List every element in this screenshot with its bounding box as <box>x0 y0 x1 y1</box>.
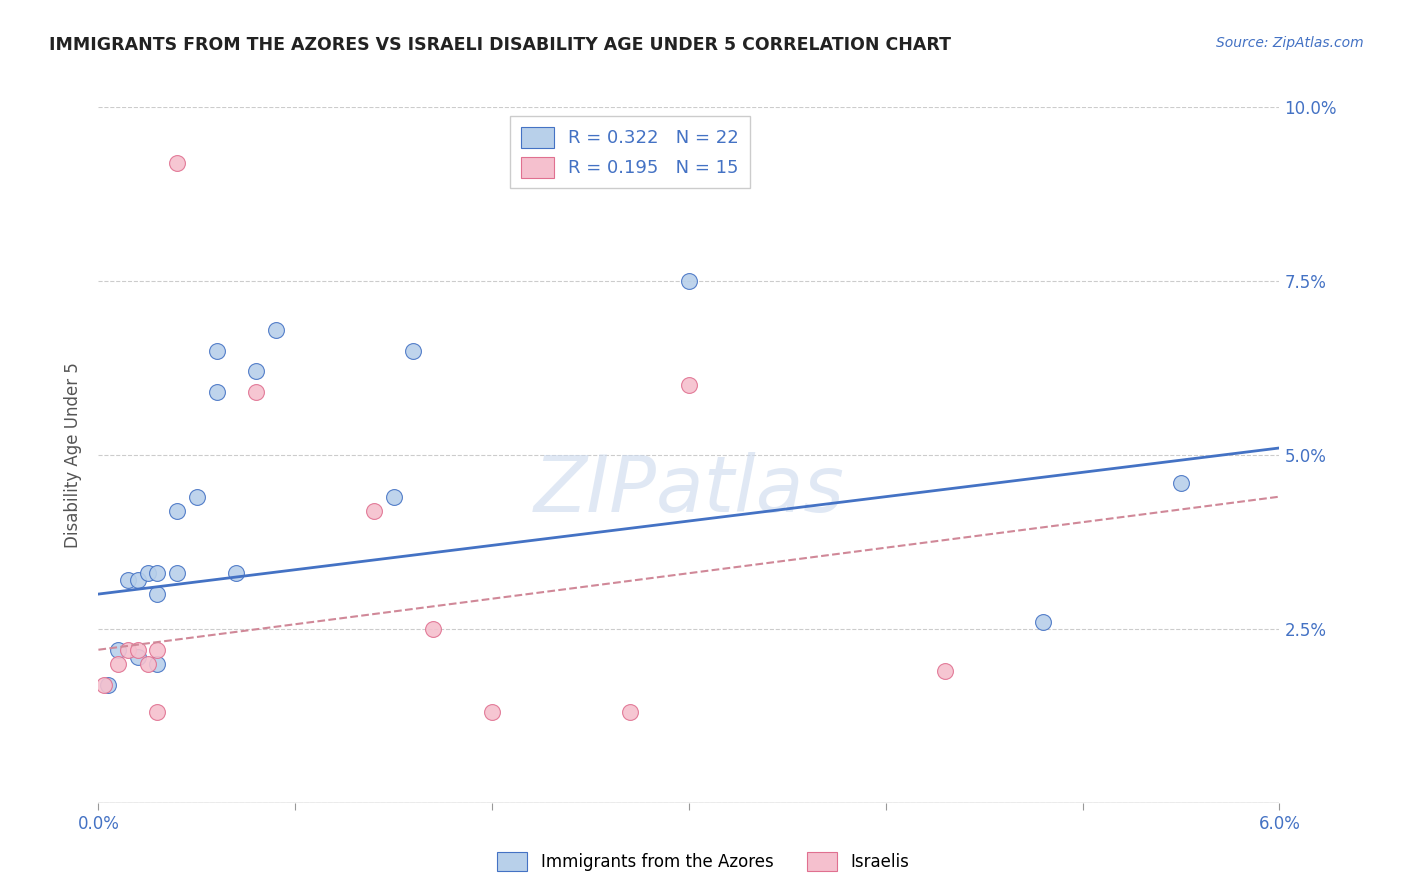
Point <box>127 649 149 664</box>
Text: IMMIGRANTS FROM THE AZORES VS ISRAELI DISABILITY AGE UNDER 5 CORRELATION CHART: IMMIGRANTS FROM THE AZORES VS ISRAELI DI… <box>49 36 952 54</box>
Point <box>166 566 188 581</box>
Point <box>205 343 228 358</box>
Legend: Immigrants from the Azores, Israelis: Immigrants from the Azores, Israelis <box>489 843 917 880</box>
Point <box>422 622 444 636</box>
Point <box>678 378 700 392</box>
Point <box>93 677 115 691</box>
Point <box>678 274 700 288</box>
Point <box>264 323 287 337</box>
Point <box>136 657 159 671</box>
Point <box>934 664 956 678</box>
Legend: R = 0.322   N = 22, R = 0.195   N = 15: R = 0.322 N = 22, R = 0.195 N = 15 <box>510 116 749 188</box>
Point <box>225 566 247 581</box>
Point <box>146 642 169 657</box>
Point <box>136 566 159 581</box>
Point <box>146 657 169 671</box>
Point <box>245 364 267 378</box>
Point <box>619 706 641 720</box>
Point <box>363 503 385 517</box>
Point <box>382 490 405 504</box>
Point <box>97 677 120 691</box>
Point <box>127 642 149 657</box>
Point <box>117 573 139 587</box>
Point <box>205 385 228 400</box>
Point <box>166 503 188 517</box>
Point <box>402 343 425 358</box>
Text: ZIPatlas: ZIPatlas <box>533 451 845 528</box>
Point <box>481 706 503 720</box>
Point <box>245 385 267 400</box>
Point <box>166 155 188 169</box>
Point <box>146 587 169 601</box>
Point <box>146 706 169 720</box>
Point <box>117 642 139 657</box>
Point <box>146 566 169 581</box>
Point <box>107 657 129 671</box>
Y-axis label: Disability Age Under 5: Disability Age Under 5 <box>65 362 83 548</box>
Point <box>1032 615 1054 629</box>
Text: Source: ZipAtlas.com: Source: ZipAtlas.com <box>1216 36 1364 50</box>
Point <box>1170 475 1192 490</box>
Point <box>107 642 129 657</box>
Point <box>186 490 208 504</box>
Point <box>127 573 149 587</box>
